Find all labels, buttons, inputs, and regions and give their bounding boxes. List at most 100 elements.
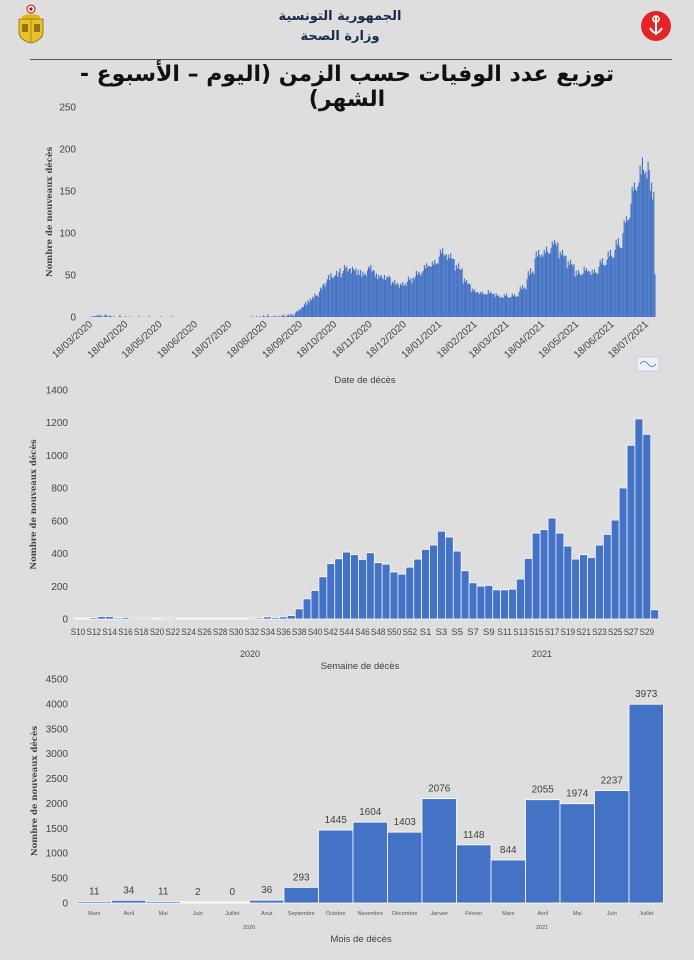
daily-bar [623,220,625,317]
week-bar [223,617,233,620]
daily-bar [303,304,306,317]
data-label: 2 [195,887,201,898]
y-tick-label: 0 [70,313,76,324]
daily-bar [337,276,339,317]
y-tick-label: 800 [51,484,68,495]
daily-bar [537,249,540,317]
daily-bar [310,300,312,317]
daily-bar [440,253,443,317]
daily-bar [492,294,494,317]
week-bar [397,573,407,620]
daily-bar [309,298,311,317]
daily-bar [335,270,338,317]
x-tick-label: S25 [608,627,623,638]
daily-bar [385,280,387,317]
daily-bar [428,265,430,317]
daily-bar [549,253,551,317]
daily-bar [298,309,300,317]
month-bar [387,831,423,904]
x-axis-title: Mois de décès [330,934,392,945]
daily-bar [348,269,350,317]
week-bar [579,554,588,620]
daily-bar [579,273,581,317]
daily-bar [407,276,409,317]
x-tick-label: S30 [229,627,244,638]
daily-bar [97,316,99,317]
daily-bar [299,310,301,317]
daily-bar [415,270,417,317]
daily-bar [527,270,529,317]
x-axis-title: Date de décès [334,375,396,386]
daily-bar [526,279,528,317]
data-label: 844 [500,845,517,856]
x-tick-label: S7 [467,627,479,638]
daily-bar [421,272,423,317]
daily-bar [381,277,383,317]
week-bar [602,534,612,620]
daily-bar [393,283,395,317]
daily-bar [405,285,407,317]
daily-bar [551,241,553,317]
daily-bar [533,274,535,317]
daily-bar [431,261,433,317]
daily-bar [285,316,287,317]
daily-bar [124,316,126,317]
daily-bar [398,287,400,317]
daily-bar [391,281,394,317]
week-bar [366,552,375,620]
daily-bar [612,258,614,317]
daily-bar [444,255,446,317]
daily-bar [585,268,588,317]
y-tick-label: 500 [51,874,68,885]
daily-bar [628,219,630,317]
daily-bar [99,316,101,317]
daily-bar [603,264,605,317]
daily-bar [508,297,510,317]
daily-bar [93,316,96,317]
daily-bar [438,256,440,317]
daily-bar [587,271,589,317]
daily-bar [413,279,415,317]
daily-bar [574,276,576,317]
y-tick-label: 1000 [46,451,69,462]
watermark-logo-icon [636,356,660,372]
daily-bar [474,289,476,317]
daily-bar [119,315,121,317]
daily-bar [106,316,108,317]
month-bar [456,844,492,904]
daily-bar [593,269,596,317]
daily-bar [346,266,348,317]
y-tick-label: 1200 [46,418,69,429]
daily-bar [462,283,464,317]
daily-bar [375,273,378,317]
y-tick-label: 600 [51,516,68,527]
daily-bar [616,244,618,317]
watermark-wave [639,361,657,367]
daily-bar [98,314,100,317]
x-tick-label: Juillet [225,911,240,917]
daily-bar [534,258,536,317]
daily-bar [624,222,626,317]
daily-bar [491,293,493,317]
week-bar [358,559,367,620]
daily-bar [619,246,621,317]
x-tick-label: S13 [513,627,528,638]
week-bar [113,617,122,620]
daily-bar [305,301,307,317]
week-bar [500,589,509,620]
daily-bar [332,278,334,317]
daily-bar [485,294,487,317]
daily-bar [607,251,609,317]
daily-bar [458,263,460,317]
tunisia-coat-of-arms-logo [18,4,44,44]
daily-bar [382,279,384,317]
x-tick-label: S46 [355,627,370,638]
daily-bar [611,255,613,317]
daily-bar [323,283,325,317]
week-bar [302,598,312,620]
daily-bar [553,239,556,317]
daily-bar [469,284,471,317]
y-tick-label: 3000 [46,749,69,760]
x-tick-label: Février [465,911,482,917]
y-tick-label: 400 [51,549,68,560]
